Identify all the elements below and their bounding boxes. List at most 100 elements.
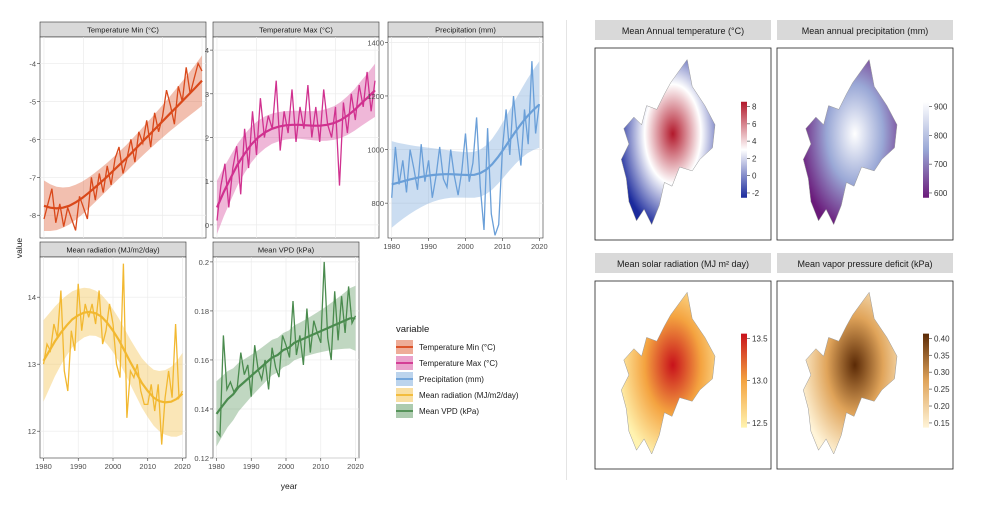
basin-map [621,58,716,226]
colorbar-label: 0.25 [934,385,950,394]
y-tick-label: 2 [205,134,209,143]
y-tick-label: 0.18 [194,307,209,316]
x-tick-label: 1980 [208,462,225,471]
y-tick-label: 1 [205,177,209,186]
facet-title: Precipitation (mm) [435,26,496,35]
maps-svg: Mean Annual temperature (°C)86420-2Mean … [594,20,954,470]
map-strip [777,253,953,273]
confidence-band [43,287,183,437]
facet-title: Temperature Min (°C) [87,26,159,35]
colorbar-label: 0 [752,172,757,181]
y-tick-label: -6 [29,135,36,144]
colorbar-label: 2 [752,154,757,163]
facet-panel: Precipitation (mm) 800 1000 1200 1400 1980 199… [367,21,548,251]
x-tick-label: 2010 [312,462,329,471]
smooth-line [215,89,376,208]
colorbar-label: 900 [934,103,948,112]
x-tick-label: 2010 [139,462,156,471]
series-line [215,261,357,438]
colorbar-label: -2 [752,189,760,198]
y-tick-label: 0.16 [194,356,209,365]
y-tick-label: 14 [28,293,36,302]
y-tick-label: -8 [29,211,36,220]
colorbar-label: 0.40 [934,334,950,343]
y-tick-label: 12 [28,427,36,436]
y-tick-label: -7 [29,173,36,182]
x-tick-label: 2020 [531,242,548,251]
map-strip [777,20,953,40]
x-tick-label: 2020 [347,462,364,471]
x-tick-label: 2010 [494,242,511,251]
x-tick-label: 1980 [35,462,52,471]
colorbar-label: 8 [752,103,757,112]
colorbar-label: 700 [934,160,948,169]
series-line [216,71,376,221]
confidence-band [216,285,356,447]
x-tick-label: 2000 [278,462,295,471]
colorbar-label: 0.35 [934,351,950,360]
basin-map [803,58,898,226]
map-strip [595,20,771,40]
y-tick-label: 0.14 [194,405,209,414]
colorbar-label: 0.30 [934,368,950,377]
confidence-band [391,61,540,228]
y-tick-label: 0.2 [199,258,209,267]
x-tick-label: 2000 [457,242,474,251]
confidence-band [44,55,202,232]
facet-title: Temperature Max (°C) [259,26,333,35]
colorbar [741,101,747,198]
colorbar-label: 6 [752,120,757,129]
legend-label: Mean radiation (MJ/m2/day) [419,391,519,400]
x-tick-label: 1990 [70,462,87,471]
x-tick-label: 1980 [383,242,400,251]
y-tick-label: 1000 [367,146,384,155]
y-tick-label: 13 [28,360,36,369]
facet-panel: Mean radiation (MJ/m2/day) 12 13 14 1980 1990… [28,241,191,471]
x-tick-label: 1990 [420,242,437,251]
map-strip [595,253,771,273]
smooth-line [43,79,203,210]
facet-panel: Temperature Max (°C) 0 1 2 3 4 [205,21,380,239]
colorbar [923,101,929,198]
map-title: Mean Annual temperature (°C) [622,26,744,36]
smooth-line [215,317,356,415]
y-axis-title: value [14,238,24,259]
colorbar-label: 13.0 [752,377,768,386]
map-title: Mean annual precipitation (mm) [802,26,929,36]
legend-label: Temperature Max (°C) [419,359,498,368]
confidence-band [217,63,375,235]
colorbar-label: 0.15 [934,419,950,428]
colorbar-label: 4 [752,137,757,146]
climate-maps-figure: Mean Annual temperature (°C) 8 6 4 2 0 -2 Mean … [575,0,981,500]
y-tick-label: 1200 [367,92,384,101]
y-tick-label: 3 [205,90,209,99]
legend-label: Precipitation (mm) [419,375,484,384]
basin-map [803,291,898,455]
y-tick-label: 800 [371,199,384,208]
y-tick-label: -5 [29,97,36,106]
map-title: Mean solar radiation (MJ m² day) [617,259,749,269]
smooth-line [42,310,184,404]
series-line [43,61,203,231]
facet-panel: Temperature Min (°C) -8 -7 -6 -5 -4 [29,21,207,239]
colorbar-label: 0.20 [934,402,950,411]
series-line [42,263,184,445]
y-tick-label: -4 [29,60,36,69]
basin-map [621,291,716,455]
x-tick-label: 2000 [105,462,122,471]
map-title: Mean vapor pressure deficit (kPa) [797,259,932,269]
map-panel: Mean annual precipitation (mm) 900 800 700 6… [776,20,954,241]
colorbar [923,333,929,428]
colorbar-label: 600 [934,189,948,198]
colorbar-label: 13.5 [752,334,768,343]
x-tick-label: 1990 [243,462,260,471]
y-tick-label: 0 [205,221,209,230]
colorbar-label: 800 [934,131,948,140]
figure-divider [566,20,567,480]
colorbar-label: 12.5 [752,419,768,428]
colorbar [741,333,747,428]
map-panel: Mean Annual temperature (°C) 8 6 4 2 0 -2 [594,20,772,241]
time-series-figure: Temperature Min (°C) -8 -7 -6 -5 -4 Temperatur… [14,21,548,491]
x-axis-title: year [281,481,298,491]
smooth-line [391,103,541,186]
